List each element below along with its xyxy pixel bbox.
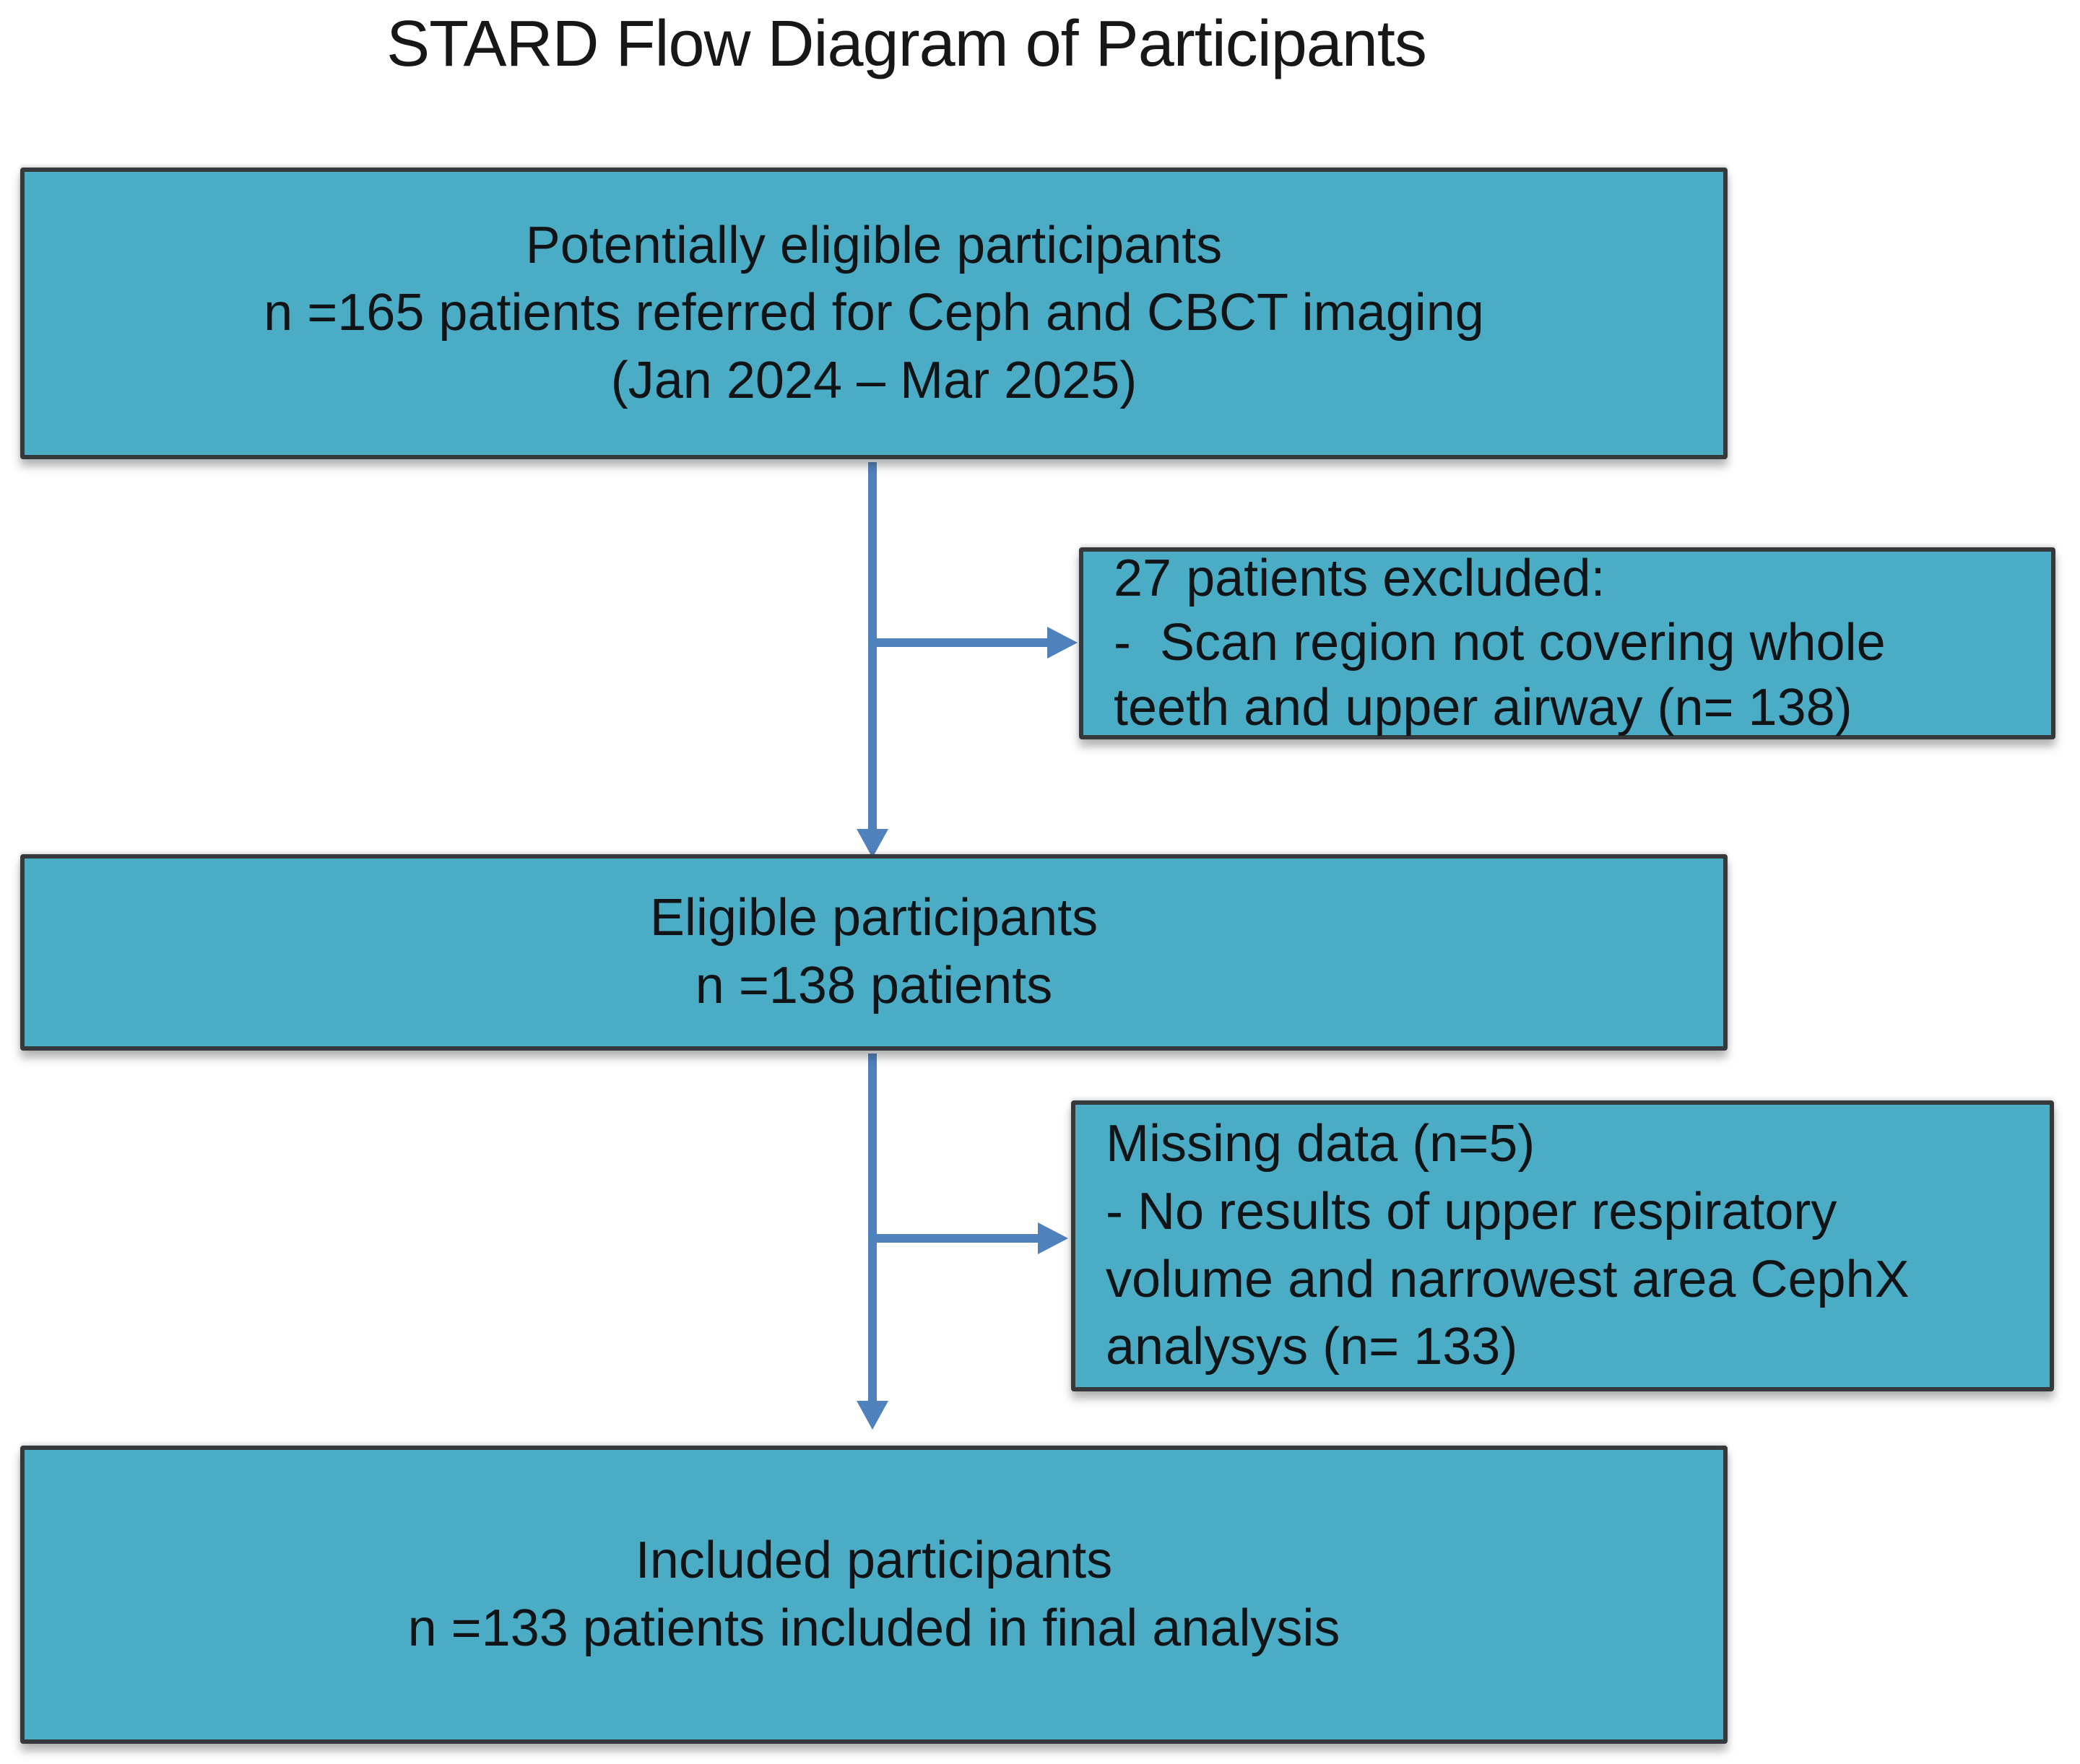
box-text-line: Included participants (635, 1531, 1113, 1589)
box-text-line: n =133 patients included in final analys… (407, 1599, 1340, 1657)
box-text-line: n =165 patients referred for Ceph and CB… (264, 284, 1484, 342)
page-title: STARD Flow Diagram of Participants (386, 8, 1427, 80)
box-text-line: volume and narrowest area CephX (1106, 1250, 1910, 1308)
arrow-down-1-icon (857, 462, 888, 858)
box-text-line: teeth and upper airway (n= 138) (1114, 678, 1852, 737)
box-text-line: - Scan region not covering whole (1114, 614, 1886, 672)
box-missing-data: Missing data (n=5) - No results of upper… (1071, 1100, 2054, 1391)
box-text-line: n =138 patients (695, 957, 1053, 1014)
arrow-branch-1-icon (868, 627, 1078, 659)
box-text-line: - No results of upper respiratory (1106, 1182, 1837, 1241)
box-text-line: 27 patients excluded: (1114, 549, 1606, 608)
box-excluded-patients: 27 patients excluded: - Scan region not … (1079, 547, 2055, 739)
box-text-line: Missing data (n=5) (1106, 1115, 1535, 1173)
box-text-line: Potentially eligible participants (525, 216, 1223, 274)
box-potentially-eligible-participants: Potentially eligible participants n =165… (20, 168, 1728, 459)
arrow-branch-2-icon (868, 1222, 1068, 1254)
arrow-down-2-icon (857, 1053, 888, 1430)
box-text-line: analysys (n= 133) (1106, 1318, 1518, 1376)
box-eligible-participants: Eligible participants n =138 patients (20, 854, 1728, 1051)
box-text-line: (Jan 2024 – Mar 2025) (610, 351, 1138, 409)
box-included-participants: Included participants n =133 patients in… (20, 1446, 1728, 1744)
box-text-line: Eligible participants (649, 889, 1098, 947)
